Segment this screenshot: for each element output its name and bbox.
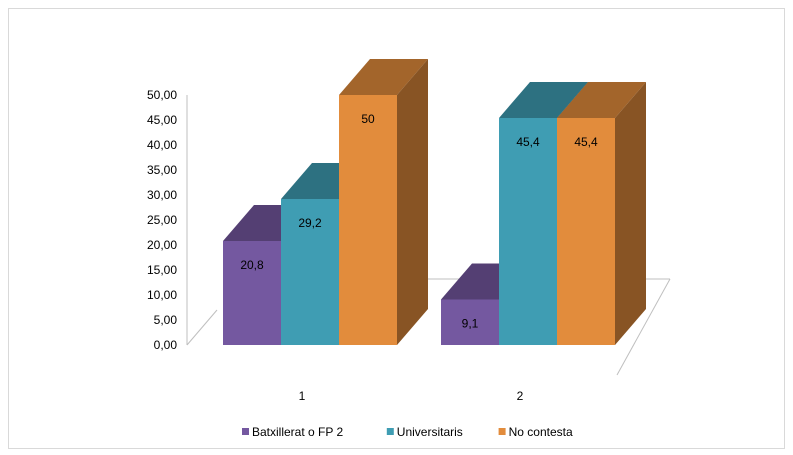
bar-front [281,199,339,345]
floor-right-edge [616,278,671,376]
bar-top [499,82,588,118]
chart-frame: 0,00 5,00 10,00 15,00 20,00 25,00 30,00 35,00 40… [8,8,785,449]
legend-item: Universitaris [386,425,463,439]
y-tick-label: 10,00 [147,288,177,302]
data-label: 50 [361,112,375,126]
legend-swatch [498,428,506,435]
legend-label: Universitaris [397,425,463,439]
bar-front [499,118,557,345]
floor-left-edge [186,309,218,346]
data-label: 9,1 [462,317,479,331]
x-tick-label: 1 [299,389,306,403]
chart: 0,00 5,00 10,00 15,00 20,00 25,00 30,00 35,00 40… [147,59,671,439]
y-tick-label: 0,00 [154,338,178,352]
legend-label: No contesta [509,425,573,439]
bar-front [339,95,397,345]
bar-front [557,118,615,345]
legend-swatch [242,428,249,435]
data-label: 20,8 [240,258,264,272]
y-tick-label: 45,00 [147,113,177,127]
y-tick-label: 5,00 [154,313,178,327]
y-tick-label: 30,00 [147,188,177,202]
bar-top [557,82,646,118]
legend-item: Batxillerat o FP 2 [242,425,343,439]
bar-top [339,59,428,95]
x-tick-label: 2 [517,389,524,403]
data-label: 45,4 [516,135,540,149]
bar: 45,4 [557,82,646,345]
y-tick-label: 50,00 [147,88,177,102]
bars: 20,8 29,2 50 9,1 45,4 45,4 [223,59,646,345]
y-tick-label: 25,00 [147,213,177,227]
y-tick-label: 40,00 [147,138,177,152]
bar-side [397,59,428,345]
bar-front [441,299,499,345]
bar-side [615,82,646,345]
y-tick-label: 35,00 [147,163,177,177]
data-label: 45,4 [574,135,598,149]
bar-front [223,241,281,345]
y-tick-label: 20,00 [147,238,177,252]
y-axis: 0,00 5,00 10,00 15,00 20,00 25,00 30,00 35,00 40… [147,88,177,352]
bar: 50 [339,59,428,345]
legend: Batxillerat o FP 2 Universitaris No contes… [242,425,573,439]
legend-label: Batxillerat o FP 2 [252,425,343,439]
legend-item: No contesta [498,425,573,439]
legend-swatch [386,428,394,435]
y-tick-label: 15,00 [147,263,177,277]
data-label: 29,2 [298,216,322,230]
